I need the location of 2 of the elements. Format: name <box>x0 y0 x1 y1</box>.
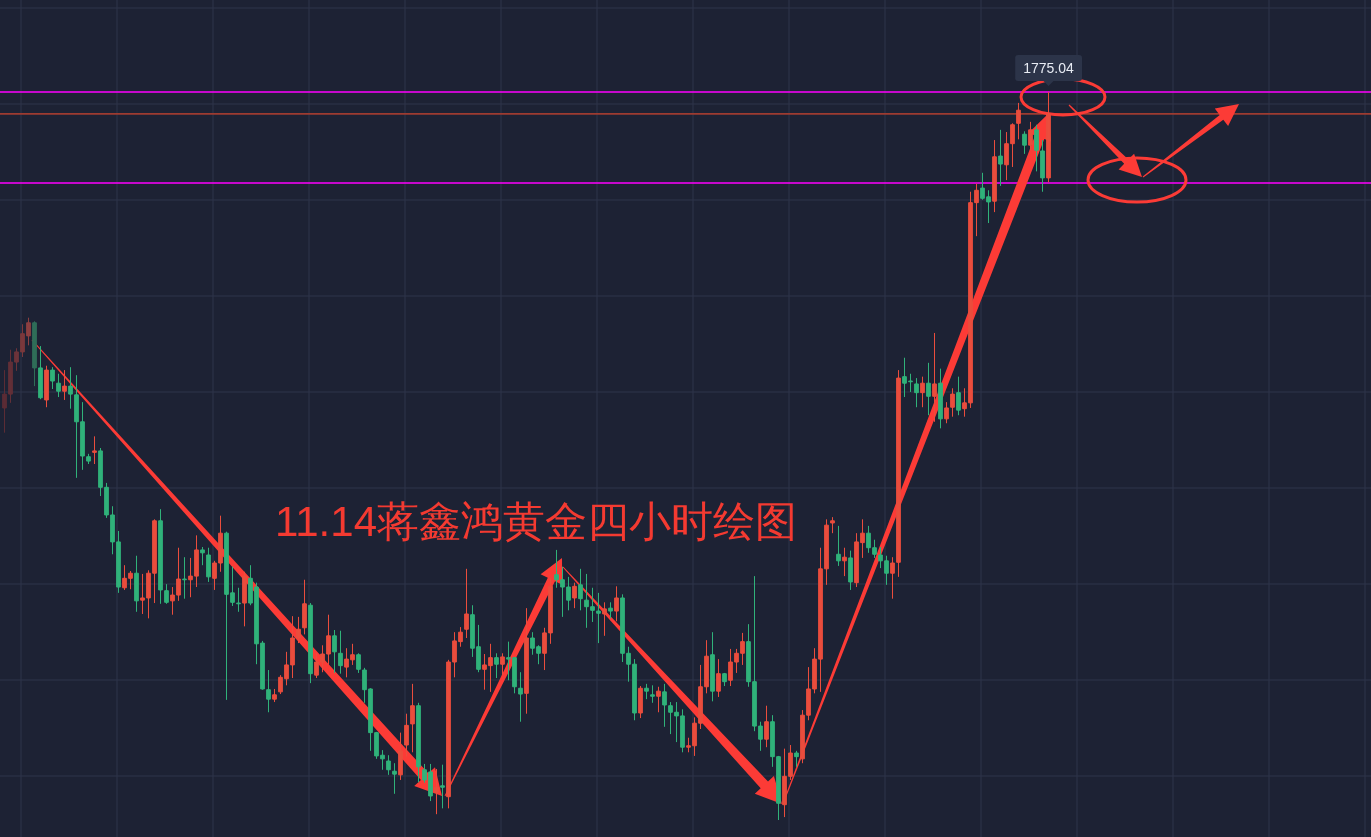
title: 11.14蒋鑫鸿黄金四小时绘图 <box>275 498 797 545</box>
annotation: 1775.04 <box>1023 60 1074 76</box>
